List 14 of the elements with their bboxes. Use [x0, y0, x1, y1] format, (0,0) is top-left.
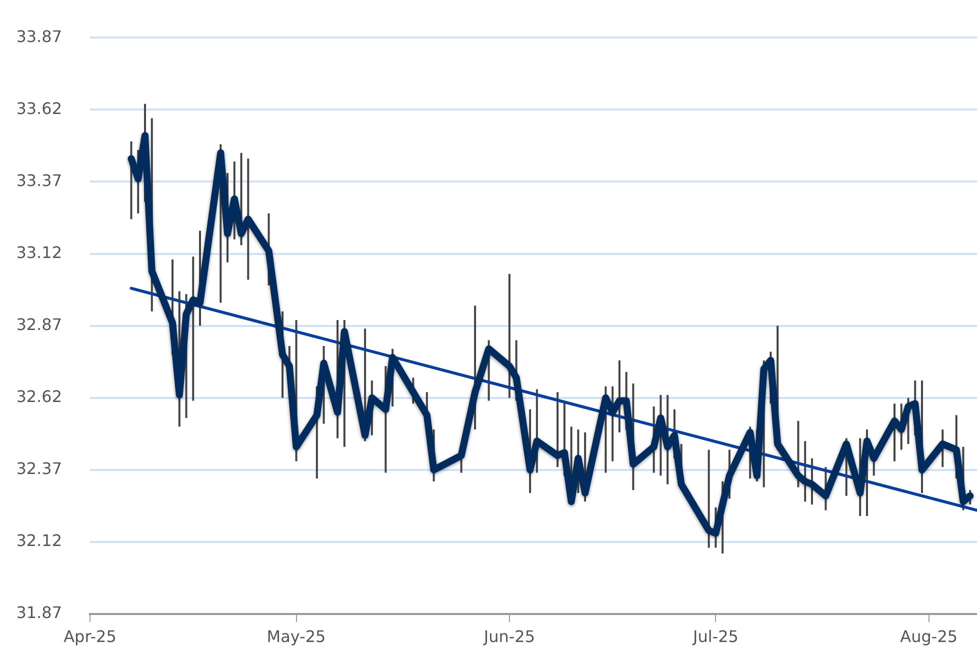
y-tick-label: 32.37 — [16, 459, 62, 478]
y-tick-label: 32.87 — [16, 314, 62, 334]
y-tick-label: 33.12 — [16, 242, 62, 262]
x-tick-label: Jul-25 — [692, 626, 738, 646]
y-tick-label: 31.87 — [16, 603, 62, 622]
x-tick-label: May-25 — [266, 626, 326, 646]
y-tick-label: 32.62 — [16, 387, 62, 406]
x-tick-label: Jun-25 — [482, 626, 536, 646]
y-tick-label: 33.37 — [16, 170, 62, 190]
y-tick-label: 33.87 — [16, 26, 62, 46]
y-tick-label: 33.62 — [16, 98, 62, 118]
x-tick-label: Apr-25 — [64, 626, 116, 646]
x-tick-label: Aug-25 — [900, 626, 958, 646]
y-tick-label: 32.12 — [16, 531, 62, 550]
